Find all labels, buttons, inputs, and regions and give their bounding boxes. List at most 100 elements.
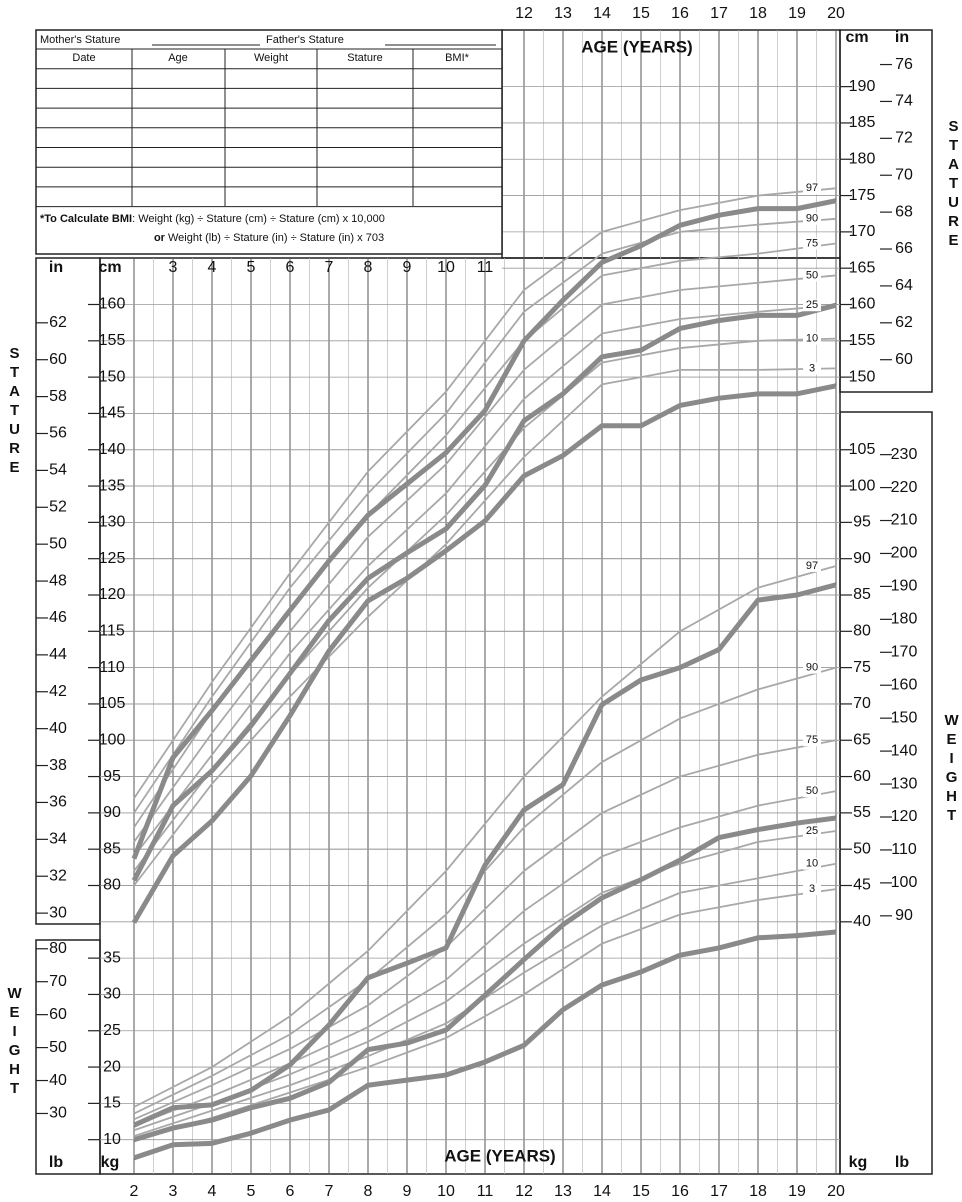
y-tick-label: 50 xyxy=(49,535,67,552)
form-box xyxy=(35,29,503,255)
x-tick-label: 11 xyxy=(477,259,494,276)
y-tick-label: 100 xyxy=(891,874,918,891)
unit: cm xyxy=(98,259,121,276)
percentile-label: 3 xyxy=(809,362,815,374)
y-tick-label: 70 xyxy=(49,973,67,990)
percentile-curve xyxy=(133,739,837,1121)
y-tick-label: 110 xyxy=(99,659,125,676)
y-tick-label: 90 xyxy=(853,550,871,567)
weight-label-right: WEIGHT xyxy=(943,712,960,826)
measurement-line xyxy=(132,582,837,1128)
y-tick-label: 20 xyxy=(103,1058,121,1075)
y-tick-label: 76 xyxy=(895,56,913,73)
curves xyxy=(131,187,837,1161)
x-tick-label: 3 xyxy=(169,259,178,276)
y-tick-label: 52 xyxy=(49,499,67,516)
y-tick-label: 230 xyxy=(891,446,918,463)
x-label-bottom: AGE (YEARS) xyxy=(444,1146,555,1165)
y-tick-label: 48 xyxy=(49,572,67,589)
x-tick-label: 7 xyxy=(325,259,334,276)
percentile-label: 50 xyxy=(806,785,818,797)
x-tick-label: 15 xyxy=(632,5,650,22)
unit: in xyxy=(895,29,909,46)
x-tick-label: 18 xyxy=(749,1183,767,1200)
y-tick-label: 175 xyxy=(849,187,876,204)
label-bg xyxy=(803,237,821,250)
x-tick-label: 4 xyxy=(208,1183,217,1200)
y-tick-label: 80 xyxy=(103,877,121,894)
y-tick-label: 100 xyxy=(849,477,876,494)
y-tick-label: 60 xyxy=(49,1006,67,1023)
y-tick-label: 190 xyxy=(849,78,876,95)
percentile-label: 10 xyxy=(806,858,818,870)
percentile-curve xyxy=(133,187,837,799)
y-tick-label: 62 xyxy=(49,314,67,331)
x-tick-label: 17 xyxy=(710,5,728,22)
y-tick-label: 140 xyxy=(891,742,918,759)
percentile-curve xyxy=(133,565,837,1108)
percentile-label: 90 xyxy=(806,662,818,674)
y-tick-label: 62 xyxy=(895,314,913,331)
unit: lb xyxy=(49,1154,63,1171)
y-tick-label: 40 xyxy=(49,1072,67,1089)
stature-label-left: STATURE xyxy=(6,345,23,478)
x-tick-label: 5 xyxy=(247,259,256,276)
x-tick-label: 5 xyxy=(247,1183,256,1200)
label-bg xyxy=(803,269,821,282)
y-tick-label: 65 xyxy=(853,731,871,748)
y-tick-label: 85 xyxy=(103,840,121,857)
label-bg xyxy=(803,857,821,870)
y-tick-label: 130 xyxy=(891,775,918,792)
y-tick-label: 30 xyxy=(103,986,121,1003)
weight-label-left: WEIGHT xyxy=(6,985,23,1099)
percentile-label: 90 xyxy=(806,213,818,225)
y-tick-label: 32 xyxy=(49,867,67,884)
frame xyxy=(501,29,841,259)
y-tick-label: 190 xyxy=(891,578,918,595)
x-label-top: AGE (YEARS) xyxy=(581,37,692,56)
label-bg xyxy=(803,559,821,572)
measurement-line xyxy=(133,815,837,1143)
y-tick-label: 150 xyxy=(99,368,126,385)
x-tick-label: 3 xyxy=(169,1183,178,1200)
y-tick-label: 115 xyxy=(99,623,125,640)
y-tick-label: 130 xyxy=(99,514,126,531)
y-tick-label: 30 xyxy=(49,1105,67,1122)
y-tick-label: 135 xyxy=(99,477,126,494)
frame xyxy=(839,411,933,1175)
unit: kg xyxy=(849,1154,868,1171)
percentile-label: 75 xyxy=(806,237,818,249)
mother-label: Mother's Stature xyxy=(40,34,120,46)
y-tick-label: 25 xyxy=(103,1022,121,1039)
y-tick-label: 165 xyxy=(849,259,876,276)
x-tick-label: 19 xyxy=(788,5,806,22)
y-tick-label: 44 xyxy=(49,646,67,663)
x-tick-label: 16 xyxy=(671,1183,689,1200)
measurement-line xyxy=(131,198,837,860)
x-tick-label: 6 xyxy=(286,1183,295,1200)
x-tick-label: 7 xyxy=(325,1183,334,1200)
label-bg xyxy=(803,212,821,225)
percentile-label: 3 xyxy=(809,883,815,895)
x-tick-label: 13 xyxy=(554,1183,572,1200)
y-tick-label: 160 xyxy=(891,676,918,693)
percentile-label: 97 xyxy=(806,560,818,572)
y-tick-label: 40 xyxy=(853,913,871,930)
y-tick-label: 38 xyxy=(49,757,67,774)
measurement-line xyxy=(133,929,837,1161)
y-tick-label: 58 xyxy=(49,388,67,405)
percentile-label: 25 xyxy=(806,825,818,837)
frame xyxy=(35,257,101,925)
frame xyxy=(839,29,933,393)
percentile-curve xyxy=(133,790,837,1127)
label-bg xyxy=(803,182,821,195)
y-tick-label: 120 xyxy=(891,808,918,825)
x-tick-label: 14 xyxy=(593,5,611,22)
x-tick-label: 4 xyxy=(208,259,217,276)
y-tick-label: 155 xyxy=(849,332,876,349)
y-tick-label: 105 xyxy=(99,695,126,712)
y-tick-label: 95 xyxy=(103,768,121,785)
y-tick-label: 34 xyxy=(49,831,67,848)
x-tick-label: 20 xyxy=(827,5,845,22)
